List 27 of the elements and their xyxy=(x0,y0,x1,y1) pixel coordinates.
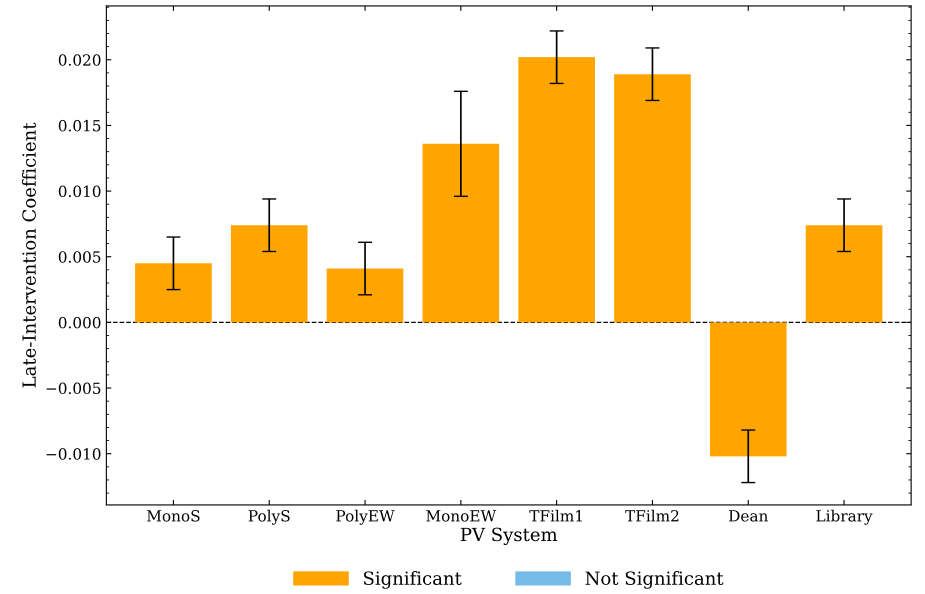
x-tick-label: MonoEW xyxy=(426,510,496,522)
bar xyxy=(710,322,787,456)
y-tick-label: −0.005 xyxy=(46,382,100,394)
x-axis-title: PV System xyxy=(460,528,558,546)
y-tick-label: 0.010 xyxy=(58,186,100,198)
x-tick-label: TFilm1 xyxy=(529,510,582,522)
bar xyxy=(614,74,691,322)
y-tick-label: 0.005 xyxy=(58,251,100,263)
y-tick-label: −0.010 xyxy=(46,448,100,460)
y-tick-label: 0.015 xyxy=(58,120,100,132)
x-tick-label: TFilm2 xyxy=(625,510,678,522)
y-tick-label: 0.020 xyxy=(58,54,100,66)
bar xyxy=(806,225,882,322)
legend-label: Not Significant xyxy=(585,571,724,589)
x-tick-label: PolyEW xyxy=(336,510,395,525)
x-tick-label: PolyS xyxy=(248,510,290,525)
y-axis-title: Late-Intervention Coefficient xyxy=(22,122,36,388)
x-tick-label: Dean xyxy=(728,510,768,522)
bar xyxy=(518,57,595,322)
bar xyxy=(135,263,212,322)
bar xyxy=(422,144,500,322)
legend-label: Significant xyxy=(364,571,462,589)
y-tick-label: 0.000 xyxy=(58,316,100,328)
x-tick-label: MonoS xyxy=(147,510,200,522)
bar xyxy=(326,268,404,322)
bar xyxy=(230,225,308,322)
x-tick-label: Library xyxy=(816,510,873,525)
